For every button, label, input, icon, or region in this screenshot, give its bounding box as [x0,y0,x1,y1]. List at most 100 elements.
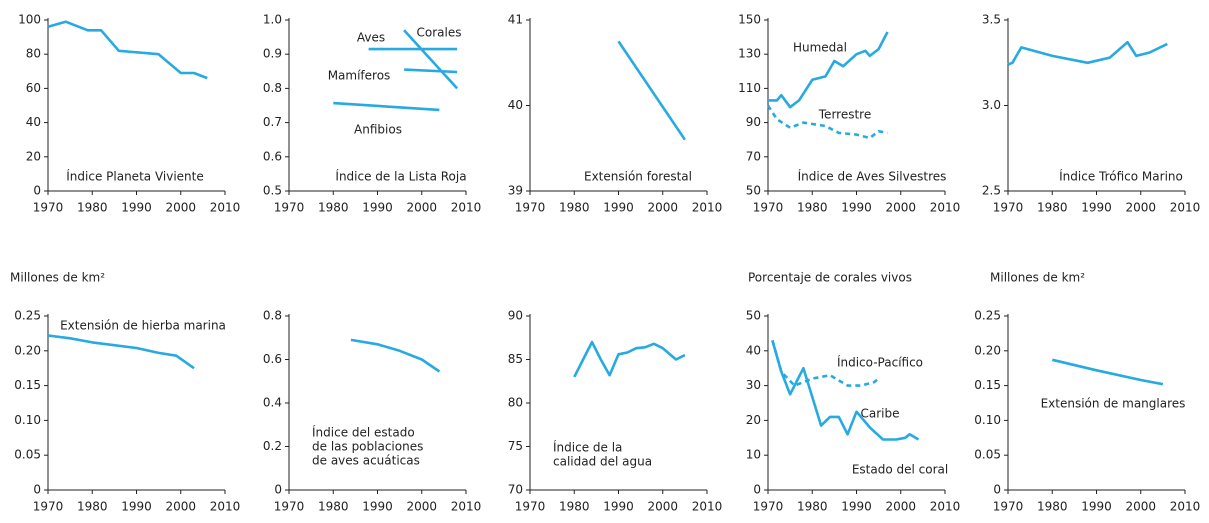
x-tick-label: 2010 [930,500,961,514]
x-tick-label: 1990 [1081,201,1112,215]
series-line [333,101,440,112]
x-tick-label: 2010 [692,500,723,514]
y-tick-label: 40 [508,98,523,112]
series-line [350,338,441,373]
y-tick-label: 0.2 [263,439,282,453]
y-tick-label: 0.20 [974,343,1001,357]
x-tick-label: 2010 [210,500,241,514]
annotation: de aves acuáticas [312,454,420,468]
y-tick-label: 0.25 [14,309,41,323]
annotation: calidad del agua [553,455,652,469]
series-label: Anfibios [354,123,402,137]
y-tick-label: 10 [746,448,761,462]
chart-title: Extensión de hierba marina [60,319,226,333]
chart-title: Extensión forestal [584,170,692,184]
x-tick-label: 1970 [753,500,784,514]
x-tick-label: 1970 [753,201,784,215]
y-tick-label: 0.25 [974,309,1001,323]
y-tick-label: 0 [33,483,41,497]
y-tick-label: 39 [508,184,523,198]
x-tick-label: 1980 [77,500,108,514]
series-line [1051,358,1164,386]
y-tick-label: 0.7 [263,115,282,129]
series-line [404,68,458,74]
series-line [403,29,459,90]
chart-title: Índice de la Lista Roja [335,169,466,184]
series-line [766,104,888,140]
series-label: Índico-Pacífico [837,355,923,370]
y-tick-label: 100 [18,13,41,27]
x-tick-label: 2000 [406,500,437,514]
y-tick-label: 3.0 [982,98,1001,112]
x-tick-label: 1990 [121,201,152,215]
y-tick-label: 130 [738,47,761,61]
series-label: Corales [417,26,462,40]
x-tick-label: 2000 [647,201,678,215]
x-tick-label: 2000 [885,201,916,215]
x-tick-label: 1970 [33,500,64,514]
x-tick-label: 1990 [1081,500,1112,514]
y-tick-label: 20 [746,413,761,427]
x-tick-label: 1980 [318,500,349,514]
y-tick-label: 0.9 [263,47,282,61]
y-tick-label: 1.0 [263,13,282,27]
series-line [768,31,889,109]
x-tick-label: 1980 [77,201,108,215]
x-tick-label: 1990 [121,500,152,514]
chart-title: Estado del coral [852,463,948,477]
x-tick-label: 1980 [318,201,349,215]
x-tick-label: 1980 [1037,500,1068,514]
y-tick-label: 0 [753,483,761,497]
y-tick-label: 110 [738,81,761,95]
y-tick-label: 40 [746,343,761,357]
x-tick-label: 1980 [797,500,828,514]
x-tick-label: 1990 [362,500,393,514]
x-tick-label: 2000 [165,500,196,514]
chart-title: Índice Planeta Viviente [66,169,203,184]
y-tick-label: 50 [746,184,761,198]
x-tick-label: 1990 [362,201,393,215]
y-tick-label: 0.10 [14,413,41,427]
y-tick-label: 90 [508,309,523,323]
y-tick-label: 2.5 [982,184,1001,198]
x-tick-label: 1980 [1037,201,1068,215]
x-tick-label: 1970 [515,201,546,215]
x-tick-label: 2010 [210,201,241,215]
series-label: Aves [357,31,385,45]
y-tick-label: 150 [738,13,761,27]
y-tick-label: 20 [26,149,41,163]
y-tick-label: 80 [508,396,523,410]
y-tick-label: 80 [26,47,41,61]
y-tick-label: 0.05 [14,448,41,462]
y-tick-label: 0 [993,483,1001,497]
series-label: Humedal [793,41,847,55]
y-axis-title: Millones de km² [990,271,1085,285]
y-tick-label: 0.6 [263,352,282,366]
x-tick-label: 1990 [603,500,634,514]
x-tick-label: 2000 [647,500,678,514]
series-label: Mamíferos [328,69,391,83]
x-tick-label: 1970 [515,500,546,514]
annotation: Índice del estado [312,425,415,440]
y-tick-label: 0.10 [974,413,1001,427]
y-tick-label: 85 [508,352,523,366]
y-tick-label: 40 [26,115,41,129]
y-tick-label: 90 [746,115,761,129]
x-tick-label: 2000 [165,201,196,215]
x-tick-label: 2000 [1125,500,1156,514]
y-tick-label: 70 [746,149,761,163]
y-tick-label: 0.15 [14,378,41,392]
y-tick-label: 0 [274,483,282,497]
y-tick-label: 41 [508,13,523,27]
y-tick-label: 0.5 [263,184,282,198]
x-tick-label: 1970 [274,201,305,215]
x-tick-label: 2010 [930,201,961,215]
annotation: Índice de la [553,440,622,455]
x-tick-label: 1980 [559,201,590,215]
x-tick-label: 1970 [993,500,1024,514]
chart-title: Índice Trófico Marino [1059,169,1183,184]
x-tick-label: 2010 [1170,201,1201,215]
annotation: de las poblaciones [312,440,423,454]
x-tick-label: 1980 [559,500,590,514]
y-tick-label: 60 [26,81,41,95]
